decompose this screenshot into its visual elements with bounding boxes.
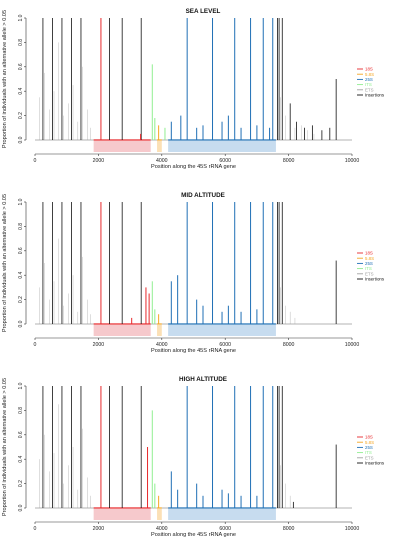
- y-tick-label: 0.4: [18, 88, 24, 95]
- y-tick-label: 0.2: [18, 112, 24, 119]
- region-box-18S: [93, 509, 151, 520]
- legend-label: ETS: [365, 87, 374, 92]
- legend-label: 18S: [365, 67, 373, 72]
- x-tick-label: 10000: [345, 158, 360, 164]
- x-tick-label: 10000: [345, 342, 360, 348]
- x-tick-label: 0: [34, 342, 37, 348]
- legend-label: ITS: [365, 82, 372, 87]
- y-tick-label: 0.2: [18, 480, 24, 487]
- legend-label: Insertions: [365, 277, 385, 282]
- legend-label: 5.8S: [365, 256, 374, 261]
- x-tick-label: 2000: [93, 342, 105, 348]
- y-tick-label: 0.6: [18, 247, 24, 254]
- chart-title: MID ALTITUDE: [181, 192, 225, 199]
- legend-label: ITS: [365, 450, 372, 455]
- region-box-18S: [93, 141, 151, 152]
- x-tick-label: 6000: [219, 342, 231, 348]
- legend-label: ETS: [365, 271, 374, 276]
- y-tick-label: 0.6: [18, 431, 24, 438]
- x-axis-label: Position along the 45S rRNA gene: [151, 532, 236, 538]
- y-tick-label: 0.0: [18, 320, 24, 327]
- region-box-25S: [168, 141, 276, 152]
- x-tick-label: 4000: [156, 158, 168, 164]
- x-tick-label: 6000: [219, 526, 231, 532]
- y-tick-label: 1.0: [18, 382, 24, 389]
- region-box-5-8S: [157, 325, 162, 336]
- y-axis-label: Proportion of individuals with an altern…: [2, 378, 8, 516]
- legend-label: 18S: [365, 251, 373, 256]
- y-tick-label: 0.4: [18, 272, 24, 279]
- chart-title: HIGH ALTITUDE: [179, 376, 227, 383]
- x-tick-label: 4000: [156, 526, 168, 532]
- legend-label: 5.8S: [365, 72, 374, 77]
- x-tick-label: 2000: [93, 526, 105, 532]
- legend-label: ITS: [365, 266, 372, 271]
- x-tick-label: 0: [34, 158, 37, 164]
- y-tick-label: 0.6: [18, 63, 24, 70]
- x-tick-label: 8000: [283, 342, 295, 348]
- panel-1: MID ALTITUDE Proportion of individuals wi…: [2, 192, 385, 354]
- x-axis-label: Position along the 45S rRNA gene: [151, 348, 236, 354]
- panel-2: HIGH ALTITUDE Proportion of individuals w…: [2, 376, 385, 538]
- y-tick-label: 0.8: [18, 39, 24, 46]
- legend-label: Insertions: [365, 461, 385, 466]
- x-tick-label: 8000: [283, 526, 295, 532]
- x-axis-label: Position along the 45S rRNA gene: [151, 164, 236, 170]
- legend-label: 25S: [365, 445, 373, 450]
- y-tick-label: 1.0: [18, 14, 24, 21]
- x-tick-label: 4000: [156, 342, 168, 348]
- x-tick-label: 0: [34, 526, 37, 532]
- y-tick-label: 0.0: [18, 136, 24, 143]
- x-tick-label: 2000: [93, 158, 105, 164]
- y-axis-label: Proportion of individuals with an altern…: [2, 10, 8, 148]
- y-tick-label: 0.8: [18, 407, 24, 414]
- x-tick-label: 8000: [283, 158, 295, 164]
- region-box-25S: [168, 325, 276, 336]
- chart-title: SEA LEVEL: [186, 8, 221, 15]
- legend-label: ETS: [365, 455, 374, 460]
- region-box-25S: [168, 509, 276, 520]
- x-tick-label: 10000: [345, 526, 360, 532]
- y-tick-label: 0.8: [18, 223, 24, 230]
- y-axis-label: Proportion of individuals with an altern…: [2, 194, 8, 332]
- y-tick-label: 0.4: [18, 456, 24, 463]
- y-tick-label: 0.0: [18, 504, 24, 511]
- region-box-5-8S: [157, 509, 162, 520]
- legend-label: 25S: [365, 261, 373, 266]
- legend-label: Insertions: [365, 93, 385, 98]
- legend-label: 5.8S: [365, 440, 374, 445]
- y-tick-label: 0.2: [18, 296, 24, 303]
- region-box-5-8S: [157, 141, 162, 152]
- y-tick-label: 1.0: [18, 198, 24, 205]
- x-tick-label: 6000: [219, 158, 231, 164]
- region-box-18S: [93, 325, 151, 336]
- panel-0: SEA LEVEL Proportion of individuals with …: [2, 8, 385, 170]
- legend-label: 18S: [365, 435, 373, 440]
- legend-label: 25S: [365, 77, 373, 82]
